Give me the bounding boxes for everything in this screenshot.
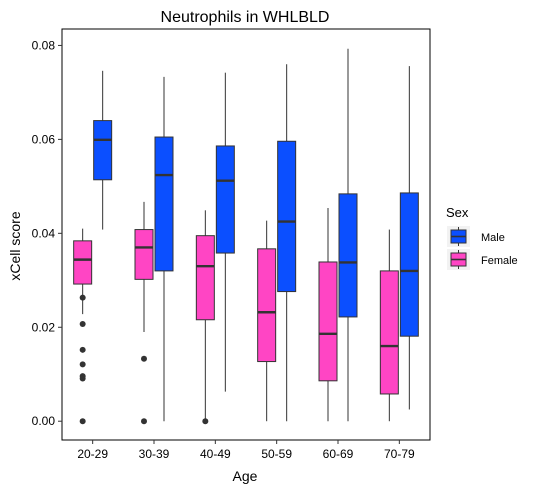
box-female xyxy=(257,220,277,422)
x-tick-label: 40-49 xyxy=(200,447,231,461)
chart-title: Neutrophils in WHLBLD xyxy=(161,9,330,26)
outlier-point xyxy=(79,418,86,425)
outlier-point xyxy=(141,355,147,362)
y-tick-label: 0.04 xyxy=(32,226,56,240)
x-tick-label: 20-29 xyxy=(77,447,108,461)
outlier-point xyxy=(79,361,86,368)
x-tick-label: 60-69 xyxy=(323,447,354,461)
y-axis: 0.00 0.02 0.04 0.06 0.08 xyxy=(32,38,62,428)
box-female xyxy=(379,229,399,422)
y-tick-label: 0.00 xyxy=(32,414,56,428)
plot-panel xyxy=(61,28,431,441)
x-axis: 20-29 30-39 40-49 50-59 60-69 70-79 xyxy=(77,440,415,461)
box-body-female xyxy=(73,240,93,285)
outlier-point xyxy=(79,320,86,327)
box-body-female xyxy=(379,270,399,395)
plot-marks xyxy=(73,48,419,425)
x-tick-label: 70-79 xyxy=(384,447,415,461)
legend: Sex Male Female xyxy=(446,205,518,270)
box-body-male xyxy=(277,140,297,293)
x-tick-label: 30-39 xyxy=(139,447,170,461)
box-body-male xyxy=(215,145,235,254)
legend-label-male: Male xyxy=(481,232,505,244)
y-axis-title: xCell score xyxy=(7,211,23,280)
legend-label-female: Female xyxy=(481,255,518,267)
box-female xyxy=(73,228,93,425)
box-male xyxy=(277,64,297,422)
box-male xyxy=(338,48,358,422)
outlier-point xyxy=(79,375,86,382)
y-tick-label: 0.02 xyxy=(32,320,56,334)
legend-title: Sex xyxy=(446,205,469,220)
outlier-point xyxy=(202,418,209,425)
box-female xyxy=(134,201,154,425)
box-male xyxy=(399,66,419,410)
box-body-female xyxy=(257,248,277,363)
box-male xyxy=(93,70,113,230)
box-body-female xyxy=(134,229,154,280)
box-male xyxy=(215,72,235,392)
box-female xyxy=(318,207,338,422)
outlier-point xyxy=(79,294,86,301)
y-tick-label: 0.08 xyxy=(32,38,56,52)
box-body-male xyxy=(93,120,113,181)
box-body-male xyxy=(154,136,174,272)
x-tick-label: 50-59 xyxy=(261,447,292,461)
outlier-point xyxy=(79,346,86,353)
box-female xyxy=(195,210,215,425)
outlier-point xyxy=(141,418,147,425)
box-body-female xyxy=(318,261,338,382)
box-body-male xyxy=(338,193,358,318)
y-tick-label: 0.06 xyxy=(32,132,56,146)
box-male xyxy=(154,76,174,422)
box-body-female xyxy=(195,235,215,321)
box-body-male xyxy=(399,192,419,337)
x-axis-title: Age xyxy=(233,468,258,484)
